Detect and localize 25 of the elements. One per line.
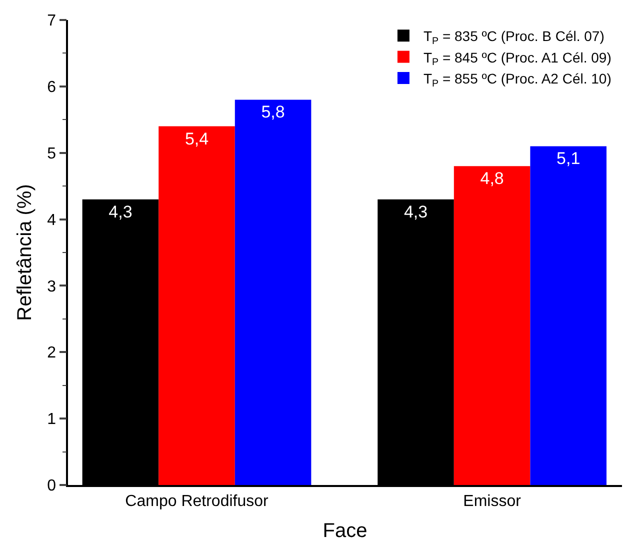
legend-label: T$_{P}$ = 835 ºC (Proc. B Cél. 07) bbox=[423, 28, 604, 47]
legend-label: T$_{P}$ = 855 ºC (Proc. A2 Cél. 10) bbox=[423, 70, 612, 90]
y-tick-label: 7 bbox=[47, 12, 56, 30]
x-axis-title: Face bbox=[322, 520, 368, 542]
y-tick-label: 5 bbox=[47, 145, 56, 162]
y-tick-label: 2 bbox=[47, 344, 56, 362]
y-tick-label: 1 bbox=[47, 411, 56, 428]
bar bbox=[234, 100, 312, 485]
data-label: 4,8 bbox=[480, 169, 504, 188]
bar bbox=[454, 166, 530, 485]
legend-label: T$_{P}$ = 845 ºC (Proc. A1 Cél. 09) bbox=[423, 49, 612, 68]
y-tick-label: 6 bbox=[47, 79, 56, 96]
x-tick-label: Emissor bbox=[463, 492, 522, 510]
y-tick-label: 3 bbox=[47, 278, 56, 296]
y-axis-title: Refletância (%) bbox=[14, 184, 36, 321]
data-label: 4,3 bbox=[404, 202, 428, 222]
y-tick-label: 4 bbox=[47, 212, 56, 229]
x-tick-label: Campo Retrodifusor bbox=[125, 492, 270, 510]
data-label: 4,3 bbox=[108, 202, 132, 222]
data-label: 5,4 bbox=[184, 129, 209, 148]
data-label: 5,1 bbox=[556, 149, 580, 168]
bar bbox=[530, 146, 606, 485]
bar bbox=[158, 126, 235, 485]
data-label: 5,8 bbox=[261, 102, 285, 122]
y-tick-label: 0 bbox=[47, 478, 56, 495]
